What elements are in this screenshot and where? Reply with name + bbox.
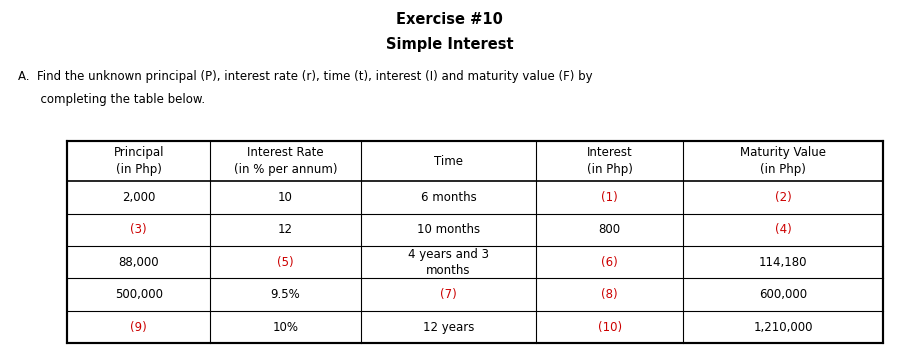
- Text: 1,210,000: 1,210,000: [753, 321, 813, 333]
- Text: Interest Rate
(in % per annum): Interest Rate (in % per annum): [234, 146, 337, 176]
- Text: A.  Find the unknown principal (P), interest rate (r), time (t), interest (I) an: A. Find the unknown principal (P), inter…: [18, 70, 592, 83]
- Text: (8): (8): [601, 288, 618, 301]
- Bar: [67, 141, 883, 343]
- Text: 9.5%: 9.5%: [271, 288, 300, 301]
- Text: 10%: 10%: [272, 321, 298, 333]
- Text: Interest
(in Php): Interest (in Php): [587, 146, 633, 176]
- Text: 10: 10: [278, 191, 293, 204]
- Text: Maturity Value
(in Php): Maturity Value (in Php): [740, 146, 826, 176]
- Text: (3): (3): [130, 224, 147, 236]
- Text: completing the table below.: completing the table below.: [18, 93, 205, 106]
- Text: Exercise #10: Exercise #10: [396, 12, 503, 27]
- Text: 500,000: 500,000: [115, 288, 163, 301]
- Text: Principal
(in Php): Principal (in Php): [113, 146, 164, 176]
- Text: 10 months: 10 months: [417, 224, 480, 236]
- Text: Time: Time: [434, 155, 463, 168]
- Text: (6): (6): [601, 256, 618, 269]
- Text: Simple Interest: Simple Interest: [386, 37, 513, 52]
- Text: (7): (7): [441, 288, 457, 301]
- Text: 6 months: 6 months: [421, 191, 476, 204]
- Text: (5): (5): [277, 256, 294, 269]
- Text: 800: 800: [599, 224, 620, 236]
- Text: 12 years: 12 years: [423, 321, 475, 333]
- Text: 12: 12: [278, 224, 293, 236]
- Text: 114,180: 114,180: [759, 256, 807, 269]
- Text: (10): (10): [598, 321, 622, 333]
- Text: 600,000: 600,000: [759, 288, 807, 301]
- Text: (9): (9): [130, 321, 147, 333]
- Text: (4): (4): [775, 224, 791, 236]
- Text: (2): (2): [775, 191, 791, 204]
- Text: 88,000: 88,000: [119, 256, 159, 269]
- Text: 2,000: 2,000: [122, 191, 156, 204]
- Text: 4 years and 3
months: 4 years and 3 months: [408, 248, 489, 277]
- Text: (1): (1): [601, 191, 618, 204]
